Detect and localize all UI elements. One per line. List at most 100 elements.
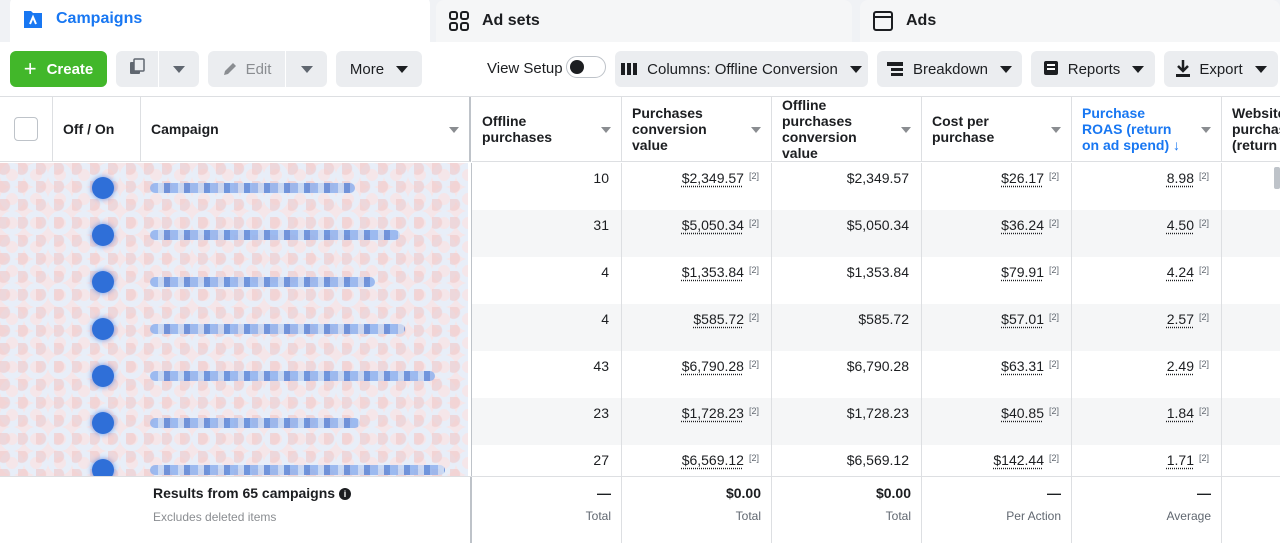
cell-value: 4 [601, 311, 609, 327]
cell-roas[interactable]: 4.50 [2] [1072, 210, 1222, 257]
select-all-checkbox[interactable] [14, 117, 38, 141]
table-row[interactable] [472, 210, 1280, 257]
cell-purchases-conv-value[interactable]: $6,790.28 [2] [622, 351, 772, 398]
tab-campaigns[interactable]: Campaigns [10, 0, 430, 42]
breakdown-button[interactable]: Breakdown [877, 51, 1022, 87]
cell-roas[interactable]: 4.24 [2] [1072, 257, 1222, 304]
cell-cost-per-purchase[interactable]: $40.85 [2] [922, 398, 1072, 445]
cell-cost-per-purchase[interactable]: $142.44 [2] [922, 445, 1072, 492]
edit-button[interactable]: Edit [208, 51, 285, 87]
view-setup-toggle[interactable] [566, 56, 606, 78]
tab-ads[interactable]: Ads [860, 0, 1280, 42]
footnote-marker[interactable]: [2] [1198, 453, 1209, 463]
footnote-marker[interactable]: [2] [1198, 171, 1209, 181]
table-row[interactable] [472, 398, 1280, 445]
footnote-marker[interactable]: [2] [748, 265, 759, 275]
sort-icon [601, 127, 611, 133]
view-setup-label: View Setup [487, 60, 563, 77]
cell-roas[interactable]: 2.57 [2] [1072, 304, 1222, 351]
column-header-purchase-roas[interactable]: Purchase ROAS (return on ad spend) ↓ [1072, 97, 1222, 162]
footnote-marker[interactable]: [2] [1048, 406, 1059, 416]
cell-purchases-conv-value[interactable]: $2,349.57 [2] [622, 163, 772, 210]
column-header-offline-purchases-conversion-value[interactable]: Offline purchases conversion value [772, 97, 922, 162]
more-button[interactable]: More [336, 51, 422, 87]
redacted-text [150, 465, 445, 475]
cell-value: $5,050.34 [681, 217, 744, 233]
footnote-marker[interactable]: [2] [1048, 218, 1059, 228]
cell-purchases-conv-value[interactable]: $5,050.34 [2] [622, 210, 772, 257]
columns-button[interactable]: Columns: Offline Conversion [615, 51, 868, 87]
footnote-marker[interactable]: [2] [748, 218, 759, 228]
duplicate-dropdown-button[interactable] [159, 51, 199, 87]
reports-icon [1042, 61, 1060, 77]
cell-purchases-conv-value[interactable]: $1,728.23 [2] [622, 398, 772, 445]
footnote-marker[interactable]: [2] [748, 453, 759, 463]
cell-purchases-conv-value[interactable]: $1,353.84 [2] [622, 257, 772, 304]
footnote-marker[interactable]: [2] [1048, 312, 1059, 322]
footnote-marker[interactable]: [2] [748, 406, 759, 416]
footnote-marker[interactable]: [2] [748, 312, 759, 322]
redacted-text [150, 183, 355, 193]
footnote-marker[interactable]: [2] [1048, 171, 1059, 181]
reports-button[interactable]: Reports [1031, 51, 1155, 87]
duplicate-button[interactable] [116, 51, 158, 87]
summary-value: — [1047, 485, 1061, 501]
breakdown-label: Breakdown [912, 60, 989, 78]
column-header-cost-per-purchase[interactable]: Cost per purchase [922, 97, 1072, 162]
edit-dropdown-button[interactable] [286, 51, 327, 87]
cell-website-purchase [1222, 257, 1280, 304]
status-toggle-icon [92, 459, 114, 481]
cell-value: $26.17 [1001, 170, 1044, 186]
cell-roas[interactable]: 1.71 [2] [1072, 445, 1222, 492]
cell-value: $6,569.12 [846, 452, 909, 468]
footnote-marker[interactable]: [2] [1048, 453, 1059, 463]
cell-purchases-conv-value[interactable]: $585.72 [2] [622, 304, 772, 351]
column-header-website-purchase[interactable]: Website purchas (return [1222, 97, 1280, 162]
cell-roas[interactable]: 1.84 [2] [1072, 398, 1222, 445]
grid-icon [448, 10, 470, 32]
cell-website-purchase [1222, 210, 1280, 257]
cell-value: $6,569.12 [681, 452, 744, 468]
column-header-purchases-conversion-value[interactable]: Purchases conversion value [622, 97, 772, 162]
table-row[interactable] [472, 304, 1280, 351]
cell-value: $36.24 [1001, 217, 1044, 233]
footnote-marker[interactable]: [2] [1198, 359, 1209, 369]
cell-value: $585.72 [858, 311, 909, 327]
cell-cost-per-purchase[interactable]: $79.91 [2] [922, 257, 1072, 304]
info-icon[interactable]: i [339, 488, 352, 501]
frozen-column-divider [471, 163, 472, 476]
footnote-marker[interactable]: [2] [1048, 265, 1059, 275]
chevron-down-icon [1000, 65, 1013, 73]
cell-cost-per-purchase[interactable]: $26.17 [2] [922, 163, 1072, 210]
footnote-marker[interactable]: [2] [1198, 218, 1209, 228]
cell-cost-per-purchase[interactable]: $63.31 [2] [922, 351, 1072, 398]
footnote-marker[interactable]: [2] [1198, 312, 1209, 322]
cell-cost-per-purchase[interactable]: $36.24 [2] [922, 210, 1072, 257]
cell-cost-per-purchase[interactable]: $57.01 [2] [922, 304, 1072, 351]
chevron-down-icon [300, 65, 313, 73]
tab-adsets-label: Ad sets [482, 12, 540, 29]
tab-adsets[interactable]: Ad sets [436, 0, 852, 42]
footnote-marker[interactable]: [2] [748, 359, 759, 369]
export-button[interactable]: Export [1164, 51, 1278, 87]
column-header-off-on[interactable]: Off / On [53, 97, 141, 162]
chevron-down-icon [1132, 65, 1145, 73]
cell-roas[interactable]: 8.98 [2] [1072, 163, 1222, 210]
column-header-campaign[interactable]: Campaign [141, 97, 471, 162]
status-toggle-icon [92, 224, 114, 246]
footnote-marker[interactable]: [2] [1048, 359, 1059, 369]
breakdown-icon [886, 61, 905, 77]
cell-purchases-conv-value[interactable]: $6,569.12 [2] [622, 445, 772, 492]
footnote-marker[interactable]: [2] [1198, 406, 1209, 416]
create-label: Create [46, 60, 94, 78]
footnote-marker[interactable]: [2] [748, 171, 759, 181]
cell-roas[interactable]: 2.49 [2] [1072, 351, 1222, 398]
column-header-offline-purchases[interactable]: Offline purchases [472, 97, 622, 162]
footnote-marker[interactable]: [2] [1198, 265, 1209, 275]
horizontal-scroll-thumb[interactable] [1274, 167, 1280, 189]
cell-value: 23 [593, 405, 609, 421]
cell-offline-purchases: 43 [472, 351, 622, 398]
summary-sublabel: Average [1166, 509, 1211, 523]
create-button[interactable]: + Create [10, 51, 107, 87]
summary-roas: — Average [1072, 477, 1222, 543]
